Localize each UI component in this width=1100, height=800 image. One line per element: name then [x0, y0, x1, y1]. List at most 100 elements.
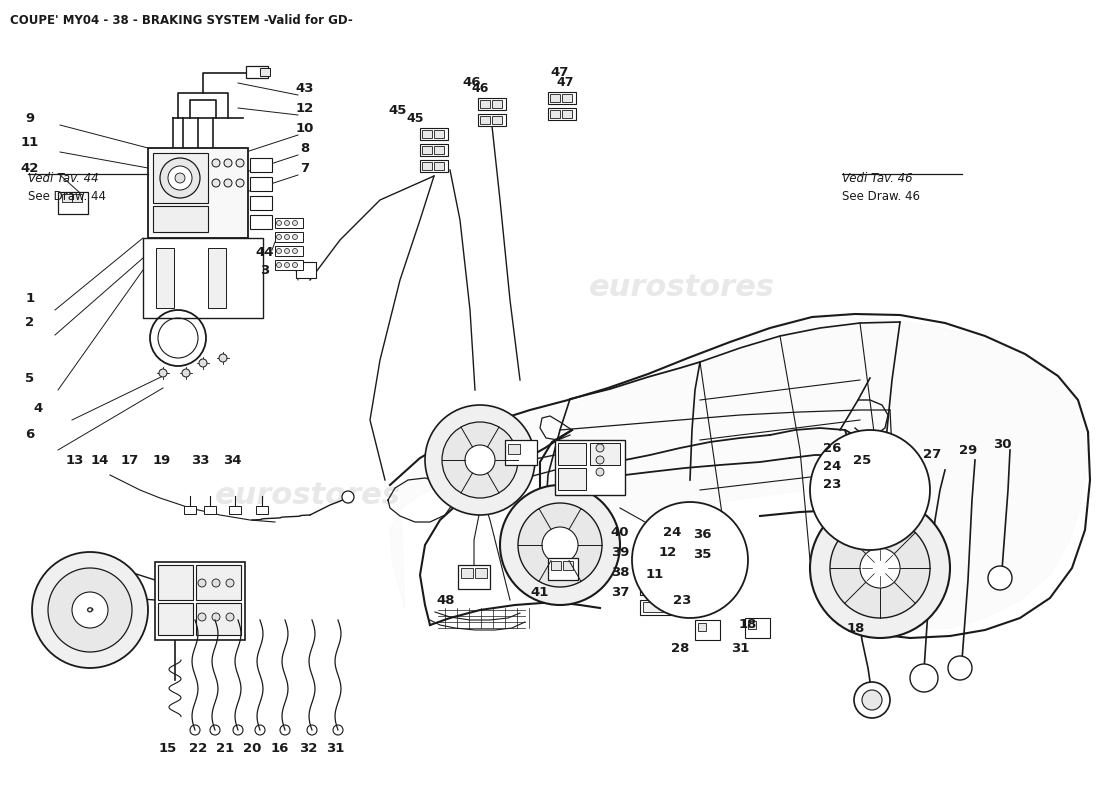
Circle shape: [168, 166, 192, 190]
FancyBboxPatch shape: [275, 260, 302, 270]
FancyBboxPatch shape: [548, 558, 578, 580]
Circle shape: [276, 262, 282, 267]
FancyBboxPatch shape: [558, 443, 586, 465]
Text: 19: 19: [153, 454, 172, 466]
FancyBboxPatch shape: [640, 580, 702, 595]
Circle shape: [862, 690, 882, 710]
Circle shape: [854, 489, 860, 495]
Circle shape: [285, 262, 289, 267]
FancyBboxPatch shape: [184, 506, 196, 514]
FancyBboxPatch shape: [458, 565, 490, 589]
FancyBboxPatch shape: [478, 98, 506, 110]
FancyBboxPatch shape: [640, 540, 702, 555]
Circle shape: [518, 503, 602, 587]
Text: 26: 26: [823, 442, 842, 454]
Circle shape: [988, 566, 1012, 590]
Circle shape: [293, 234, 297, 239]
Text: 36: 36: [693, 529, 712, 542]
Text: 16: 16: [271, 742, 289, 754]
Text: 7: 7: [300, 162, 309, 174]
Circle shape: [500, 485, 620, 605]
Text: 18: 18: [739, 618, 757, 631]
Text: 35: 35: [693, 549, 712, 562]
Text: 39: 39: [610, 546, 629, 559]
Text: Vedi Tav. 46: Vedi Tav. 46: [842, 172, 912, 185]
Text: 2: 2: [25, 315, 34, 329]
FancyBboxPatch shape: [644, 542, 666, 552]
Circle shape: [442, 422, 518, 498]
Circle shape: [854, 475, 860, 481]
Circle shape: [224, 159, 232, 167]
Text: COUPE' MY04 - 38 - BRAKING SYSTEM -Valid for GD-: COUPE' MY04 - 38 - BRAKING SYSTEM -Valid…: [10, 14, 353, 27]
Text: 21: 21: [216, 742, 234, 754]
FancyBboxPatch shape: [155, 562, 245, 640]
FancyBboxPatch shape: [229, 506, 241, 514]
Text: 10: 10: [296, 122, 315, 134]
FancyBboxPatch shape: [434, 162, 444, 170]
Text: See Draw. 44: See Draw. 44: [28, 190, 106, 203]
Text: 43: 43: [296, 82, 315, 94]
Text: 47: 47: [551, 66, 569, 78]
Text: 47: 47: [557, 75, 574, 89]
FancyBboxPatch shape: [644, 602, 666, 612]
FancyBboxPatch shape: [208, 248, 226, 308]
Circle shape: [212, 613, 220, 621]
FancyBboxPatch shape: [275, 246, 302, 256]
FancyBboxPatch shape: [562, 110, 572, 118]
Circle shape: [680, 559, 686, 565]
Text: Vedi Tav. 44: Vedi Tav. 44: [28, 172, 98, 185]
Text: 34: 34: [222, 454, 241, 466]
FancyBboxPatch shape: [250, 196, 272, 210]
Circle shape: [224, 179, 232, 187]
Circle shape: [160, 369, 167, 377]
FancyBboxPatch shape: [640, 560, 702, 575]
Text: 9: 9: [25, 111, 34, 125]
FancyBboxPatch shape: [590, 443, 620, 465]
Circle shape: [307, 725, 317, 735]
Text: 33: 33: [190, 454, 209, 466]
Text: 28: 28: [671, 642, 690, 654]
FancyBboxPatch shape: [492, 116, 502, 124]
FancyBboxPatch shape: [422, 162, 432, 170]
FancyBboxPatch shape: [196, 603, 241, 635]
FancyBboxPatch shape: [153, 153, 208, 203]
FancyBboxPatch shape: [505, 440, 537, 465]
Circle shape: [175, 173, 185, 183]
Circle shape: [333, 725, 343, 735]
Text: 46: 46: [463, 75, 482, 89]
Circle shape: [212, 579, 220, 587]
Circle shape: [596, 456, 604, 464]
Text: 38: 38: [610, 566, 629, 579]
Circle shape: [233, 725, 243, 735]
FancyBboxPatch shape: [156, 248, 174, 308]
FancyBboxPatch shape: [480, 100, 490, 108]
Text: 8: 8: [300, 142, 309, 154]
Text: 23: 23: [823, 478, 842, 490]
Text: 42: 42: [21, 162, 40, 174]
Circle shape: [542, 527, 578, 563]
Text: 3: 3: [261, 263, 270, 277]
Text: 45: 45: [406, 111, 424, 125]
Circle shape: [276, 221, 282, 226]
FancyBboxPatch shape: [745, 618, 770, 638]
Text: 15: 15: [158, 742, 177, 754]
Circle shape: [72, 592, 108, 628]
FancyBboxPatch shape: [550, 94, 560, 102]
FancyBboxPatch shape: [420, 160, 448, 172]
Circle shape: [839, 482, 845, 488]
FancyBboxPatch shape: [275, 232, 302, 242]
FancyBboxPatch shape: [260, 68, 270, 76]
Text: See Draw. 46: See Draw. 46: [842, 190, 920, 203]
FancyBboxPatch shape: [563, 561, 573, 570]
Circle shape: [280, 725, 290, 735]
FancyBboxPatch shape: [548, 108, 576, 120]
Circle shape: [830, 518, 930, 618]
Circle shape: [48, 568, 132, 652]
FancyBboxPatch shape: [250, 177, 272, 191]
Text: 29: 29: [959, 443, 977, 457]
FancyBboxPatch shape: [62, 194, 72, 202]
Circle shape: [160, 158, 200, 198]
Circle shape: [226, 579, 234, 587]
Circle shape: [198, 579, 206, 587]
Circle shape: [810, 498, 950, 638]
